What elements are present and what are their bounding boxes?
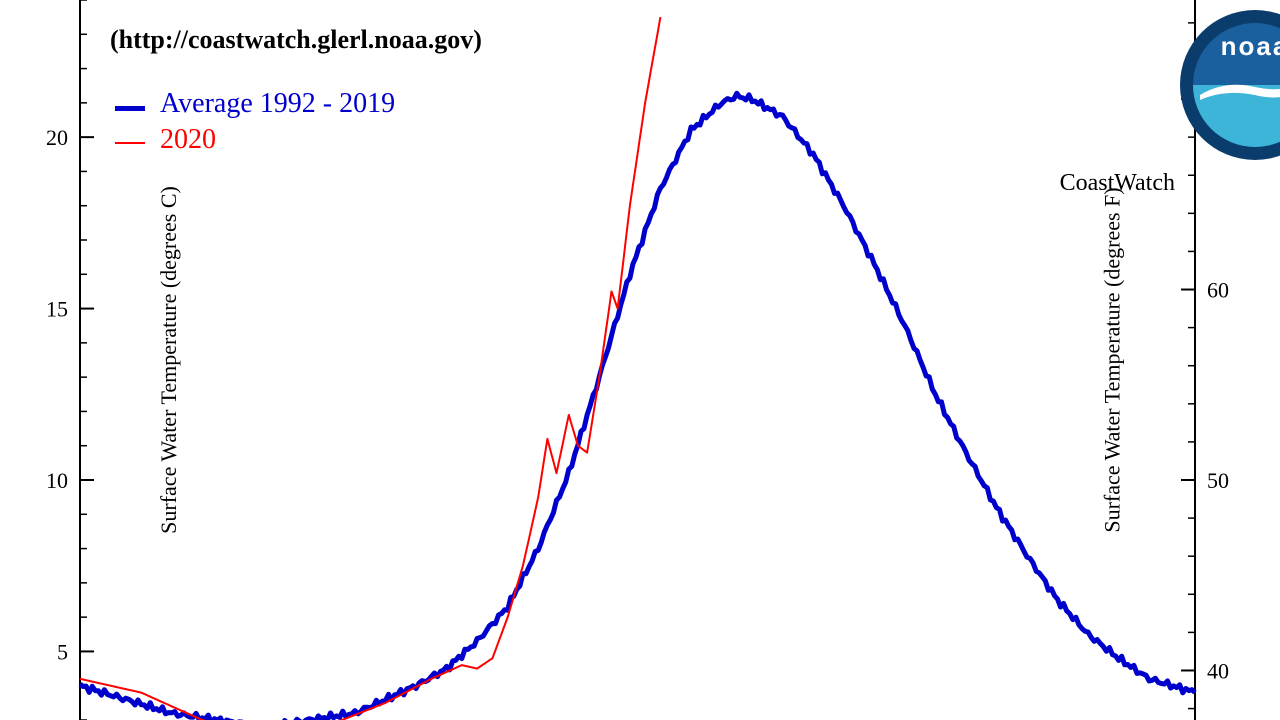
svg-text:50: 50 [1207, 468, 1229, 493]
legend-swatch-average [115, 106, 145, 111]
svg-text:10: 10 [46, 468, 68, 493]
chart-container: 510152040506070 Surface Water Temperatur… [0, 0, 1280, 720]
svg-text:40: 40 [1207, 658, 1229, 683]
legend-label-2020: 2020 [160, 124, 216, 156]
svg-text:5: 5 [57, 639, 68, 664]
source-url: (http://coastwatch.glerl.noaa.gov) [110, 25, 482, 55]
svg-text:15: 15 [46, 297, 68, 322]
coastwatch-label: CoastWatch [1060, 170, 1175, 197]
legend-label-average: Average 1992 - 2019 [160, 88, 395, 120]
noaa-logo-text: noaa [1221, 31, 1280, 61]
noaa-logo-svg: noaa [1175, 5, 1280, 165]
svg-text:20: 20 [46, 125, 68, 150]
right-axis-label: Surface Water Temperature (degrees F) [1099, 187, 1125, 532]
legend-swatch-2020 [115, 142, 145, 144]
left-axis-label: Surface Water Temperature (degrees C) [156, 186, 182, 534]
svg-text:60: 60 [1207, 278, 1229, 303]
